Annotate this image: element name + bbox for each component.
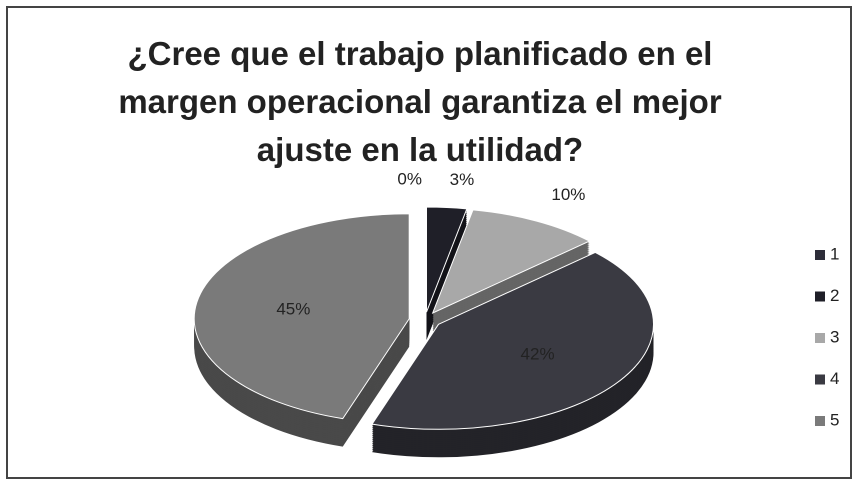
chart-title: ¿Cree que el trabajo planificado en el m… [118,35,722,168]
legend-swatch [815,291,825,302]
pie-slice [431,209,591,314]
data-label: 3% [450,170,475,189]
legend-label: 1 [830,244,839,263]
legend-label: 5 [830,410,839,429]
legend-label: 2 [830,286,839,305]
legend-label: 4 [830,369,839,388]
legend-label: 3 [830,327,839,346]
data-label: 0% [397,169,422,188]
pie-slice [371,251,654,430]
data-label: 45% [276,299,310,318]
legend-swatch [815,250,825,260]
data-label: 10% [551,185,585,204]
legend-swatch [815,374,825,385]
pie-slice [426,206,468,313]
data-label: 42% [521,344,555,363]
pie-slice [193,213,410,420]
legend-swatch [815,333,825,343]
chart-frame [6,6,852,479]
legend-swatch [815,416,825,426]
